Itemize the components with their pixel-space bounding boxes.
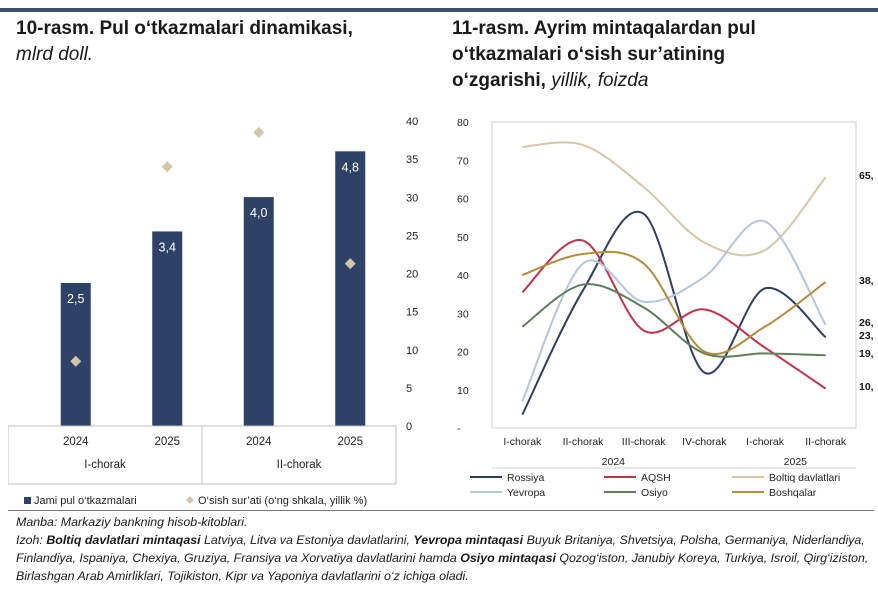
x-group-label: II-chorak [277, 459, 322, 471]
x-tick-label: IV-chorak [682, 436, 727, 448]
x-year-label: 2025 [784, 456, 808, 468]
y-tick-label: 30 [457, 308, 469, 320]
bar-value-label: 4,0 [250, 206, 267, 220]
right-axis-tick-label: 35 [406, 154, 418, 166]
series-end-label: 23,7 [859, 330, 874, 342]
x-tick-label: 2024 [63, 436, 89, 448]
figure-11-panel: - 10 20 30 40 50 60 70 80 23,7 10,3 65,6 26,9 19,0 38,… [446, 107, 878, 507]
right-axis-tick-label: 10 [406, 345, 418, 357]
x-year-label: 2024 [602, 456, 626, 468]
growth-rate-marker [253, 126, 265, 138]
izoh-bold-1: Boltiq davlatlari mintaqasi [46, 533, 201, 547]
x-tick-label: I-chorak [746, 436, 785, 448]
izoh-text-2: Buyuk Britaniya, Shvetsiya, Polsha, Germ… [16, 533, 865, 565]
series-end-label: 26,9 [859, 317, 874, 329]
growth-rate-marker [70, 355, 82, 367]
legend-label: Boltiq davlatlari [769, 472, 840, 484]
growth-rate-marker [161, 161, 173, 173]
bar-2024-q1 [60, 282, 91, 426]
legend-label: AQSH [641, 472, 671, 484]
bar-value-label: 3,4 [159, 240, 176, 254]
notes: Manba: Markaziy bankning hisob-kitoblari… [16, 513, 872, 585]
legend-label: Rossiya [507, 472, 545, 484]
figure-11-title-line2: o‘tkazmalari o‘sish sur’atining [452, 44, 726, 65]
legend-growth-label: O‘sish sur’ati (o‘ng shkala, yillik %) [198, 495, 367, 507]
bar-2024-q2 [243, 197, 274, 426]
bar-value-label: 2,5 [67, 292, 84, 306]
x-group-label: I-chorak [84, 459, 126, 471]
x-tick-label: 2025 [154, 436, 180, 448]
y-tick-label: - [457, 423, 461, 435]
y-tick-label: 40 [457, 270, 469, 282]
x-tick-label: 2024 [246, 436, 272, 448]
izoh-text-3: Qozog‘iston, Janubiy Koreya, Turkiya, Is… [16, 551, 869, 583]
figure-11-title: 11-rasm. Ayrim mintaqalardan pul o‘tkazm… [452, 16, 872, 94]
izoh-text-1: Latviya, Litva va Estoniya davlatlarini, [204, 533, 410, 547]
source-note: Manba: Markaziy bankning hisob-kitoblari… [16, 515, 248, 529]
series-end-label: 38,2 [859, 275, 874, 287]
x-tick-label: II-chorak [563, 436, 605, 448]
right-axis-tick-label: 25 [406, 230, 418, 242]
y-tick-label: 60 [457, 194, 469, 206]
series-line-boshqalar [522, 250, 827, 355]
x-tick-label: 2025 [337, 436, 363, 448]
bar-2025-q2 [335, 151, 366, 426]
legend-label: Boshqalar [769, 487, 817, 499]
izoh-note: Izoh: Boltiq davlatlari mintaqasi Latviy… [16, 531, 872, 585]
right-axis-tick-label: 0 [406, 421, 412, 433]
notes-divider [8, 510, 874, 511]
bar-value-label: 4,8 [342, 160, 359, 174]
figure-10-panel: 0 5 10 15 20 25 30 35 40 2,5 3,4 4,0 4,8 2024 2025 2024… [7, 107, 428, 507]
plot-frame [491, 121, 857, 429]
series-line-osiyo [521, 283, 826, 358]
series-line-aqsh [521, 239, 827, 390]
right-axis-tick-label: 40 [406, 116, 418, 128]
series-line-rossiya [521, 210, 827, 416]
legend-bar-swatch [24, 497, 31, 504]
x-tick-label: II-chorak [805, 436, 847, 448]
y-tick-label: 50 [457, 232, 469, 244]
series-line-boltiq-davlatlari [522, 141, 827, 257]
izoh-bold-3: Osiyo mintaqasi [460, 551, 556, 565]
figure-11-subtitle: yillik, foizda [551, 70, 649, 91]
x-tick-label: III-chorak [622, 436, 667, 448]
legend-label: Yevropa [507, 487, 545, 499]
header-bar [0, 8, 878, 12]
series-end-label: 10,3 [859, 381, 874, 393]
legend-label: Osiyo [641, 487, 668, 499]
bar-2025-q1 [152, 231, 183, 426]
right-axis-tick-label: 20 [406, 269, 418, 281]
series-end-label: 65,6 [859, 170, 874, 182]
y-tick-label: 80 [457, 117, 469, 129]
figure-10-title: 10-rasm. Pul o‘tkazmalari dinamikasi, ml… [16, 16, 436, 68]
y-tick-label: 20 [457, 347, 469, 359]
figure-10-title-text: 10-rasm. Pul o‘tkazmalari dinamikasi, [16, 18, 353, 39]
series-end-label: 19,0 [859, 348, 874, 360]
figure-11-title-line3: o‘zgarishi, [452, 70, 546, 91]
y-tick-label: 70 [457, 155, 469, 167]
x-tick-label: I-chorak [503, 436, 542, 448]
series-line-yevropa [521, 219, 827, 402]
legend-growth-swatch [186, 496, 194, 504]
figure-11-title-line1: 11-rasm. Ayrim mintaqalardan pul [452, 18, 756, 39]
y-tick-label: 10 [457, 385, 469, 397]
right-axis-tick-label: 5 [406, 383, 412, 395]
figure-11-chart: - 10 20 30 40 50 60 70 80 23,7 10,3 65,6 26,9 19,0 38,… [457, 117, 878, 499]
growth-rate-marker [344, 258, 356, 270]
izoh-prefix: Izoh: [16, 533, 43, 547]
figure-10-subtitle: mlrd doll. [16, 44, 94, 65]
right-axis-tick-label: 30 [406, 192, 418, 204]
izoh-bold-2: Yevropa mintaqasi [413, 533, 524, 547]
legend-bar-label: Jami pul o‘tkazmalari [34, 495, 137, 507]
right-axis-tick-label: 15 [406, 307, 418, 319]
